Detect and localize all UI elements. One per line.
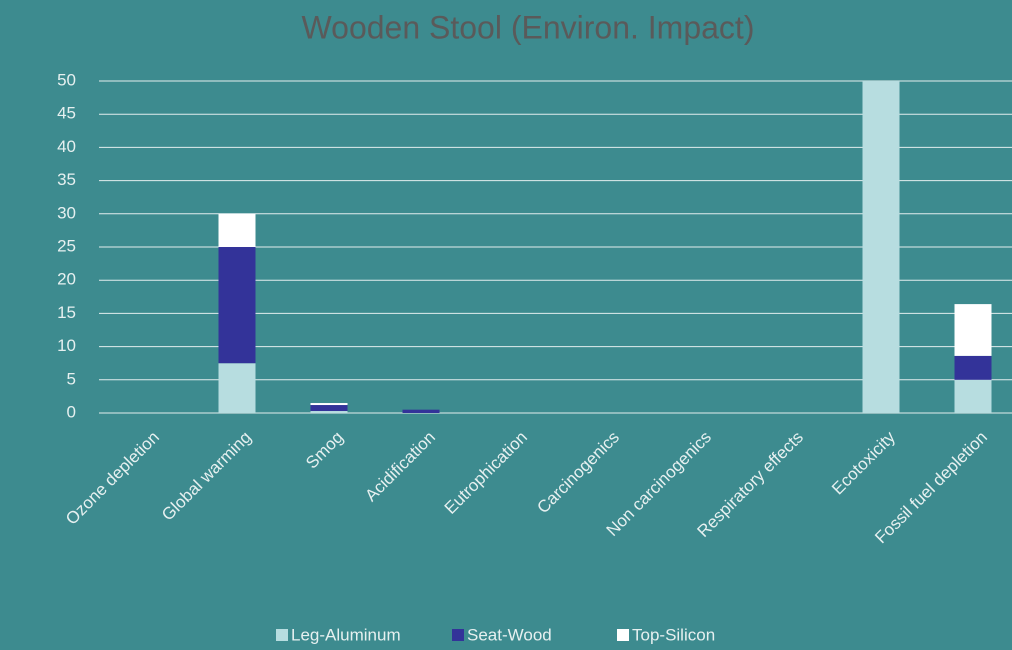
bar-segment bbox=[310, 411, 348, 413]
bar-segment bbox=[954, 355, 992, 380]
bar-segment bbox=[310, 405, 348, 412]
y-tick-label: 10 bbox=[57, 336, 76, 355]
y-tick-label: 35 bbox=[57, 170, 76, 189]
bar-segment bbox=[218, 213, 256, 247]
bar-segment bbox=[954, 304, 992, 356]
y-tick-label: 25 bbox=[57, 236, 76, 255]
legend-label: Seat-Wood bbox=[467, 625, 552, 644]
legend-swatch bbox=[452, 629, 464, 641]
legend-label: Leg-Aluminum bbox=[291, 625, 401, 644]
chart-title: Wooden Stool (Environ. Impact) bbox=[302, 9, 755, 45]
bar-segment bbox=[862, 81, 900, 413]
bar-segment bbox=[218, 247, 256, 364]
legend-swatch bbox=[276, 629, 288, 641]
bar-segment bbox=[218, 363, 256, 413]
y-tick-label: 40 bbox=[57, 137, 76, 156]
bar-segment bbox=[310, 403, 348, 406]
y-tick-label: 45 bbox=[57, 104, 76, 123]
legend-swatch bbox=[617, 629, 629, 641]
bar-segment bbox=[402, 409, 440, 413]
y-tick-label: 50 bbox=[57, 70, 76, 89]
y-tick-label: 0 bbox=[67, 402, 76, 421]
bar-segment bbox=[954, 379, 992, 413]
legend-label: Top-Silicon bbox=[632, 625, 715, 644]
y-tick-label: 15 bbox=[57, 303, 76, 322]
y-tick-label: 5 bbox=[67, 369, 76, 388]
y-tick-label: 20 bbox=[57, 270, 76, 289]
y-tick-label: 30 bbox=[57, 203, 76, 222]
